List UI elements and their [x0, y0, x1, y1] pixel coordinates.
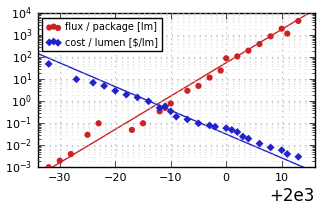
- flux / package [lm]: [129, 128, 134, 132]
- flux / package [lm]: [268, 35, 273, 38]
- cost / lumen [$/lm]: [268, 146, 273, 149]
- flux / package [lm]: [296, 19, 301, 23]
- cost / lumen [$/lm]: [240, 135, 245, 138]
- cost / lumen [$/lm]: [224, 126, 229, 130]
- flux / package [lm]: [57, 159, 62, 162]
- cost / lumen [$/lm]: [235, 130, 240, 134]
- flux / package [lm]: [235, 55, 240, 58]
- cost / lumen [$/lm]: [91, 81, 96, 84]
- cost / lumen [$/lm]: [102, 84, 107, 88]
- flux / package [lm]: [46, 166, 51, 169]
- cost / lumen [$/lm]: [257, 142, 262, 145]
- cost / lumen [$/lm]: [157, 106, 162, 110]
- flux / package [lm]: [246, 49, 251, 52]
- cost / lumen [$/lm]: [196, 122, 201, 125]
- flux / package [lm]: [68, 152, 74, 156]
- cost / lumen [$/lm]: [46, 62, 51, 66]
- flux / package [lm]: [96, 122, 101, 125]
- cost / lumen [$/lm]: [185, 118, 190, 121]
- flux / package [lm]: [285, 32, 290, 35]
- flux / package [lm]: [85, 133, 90, 137]
- cost / lumen [$/lm]: [124, 93, 129, 96]
- flux / package [lm]: [257, 42, 262, 46]
- cost / lumen [$/lm]: [168, 110, 173, 113]
- flux / package [lm]: [157, 110, 162, 113]
- cost / lumen [$/lm]: [246, 137, 251, 140]
- cost / lumen [$/lm]: [285, 152, 290, 156]
- cost / lumen [$/lm]: [146, 100, 151, 103]
- cost / lumen [$/lm]: [296, 155, 301, 159]
- flux / package [lm]: [163, 106, 168, 110]
- cost / lumen [$/lm]: [174, 115, 179, 118]
- Legend: flux / package [lm], cost / lumen [$/lm]: flux / package [lm], cost / lumen [$/lm]: [43, 18, 162, 51]
- cost / lumen [$/lm]: [163, 105, 168, 108]
- cost / lumen [$/lm]: [135, 96, 140, 99]
- cost / lumen [$/lm]: [113, 89, 118, 92]
- cost / lumen [$/lm]: [207, 124, 212, 127]
- flux / package [lm]: [196, 84, 201, 88]
- cost / lumen [$/lm]: [229, 128, 234, 132]
- flux / package [lm]: [218, 69, 223, 72]
- cost / lumen [$/lm]: [279, 148, 284, 152]
- cost / lumen [$/lm]: [74, 78, 79, 81]
- flux / package [lm]: [140, 122, 146, 125]
- flux / package [lm]: [207, 76, 212, 79]
- flux / package [lm]: [168, 102, 173, 105]
- flux / package [lm]: [279, 27, 284, 30]
- flux / package [lm]: [224, 57, 229, 60]
- flux / package [lm]: [185, 89, 190, 92]
- cost / lumen [$/lm]: [212, 125, 218, 128]
